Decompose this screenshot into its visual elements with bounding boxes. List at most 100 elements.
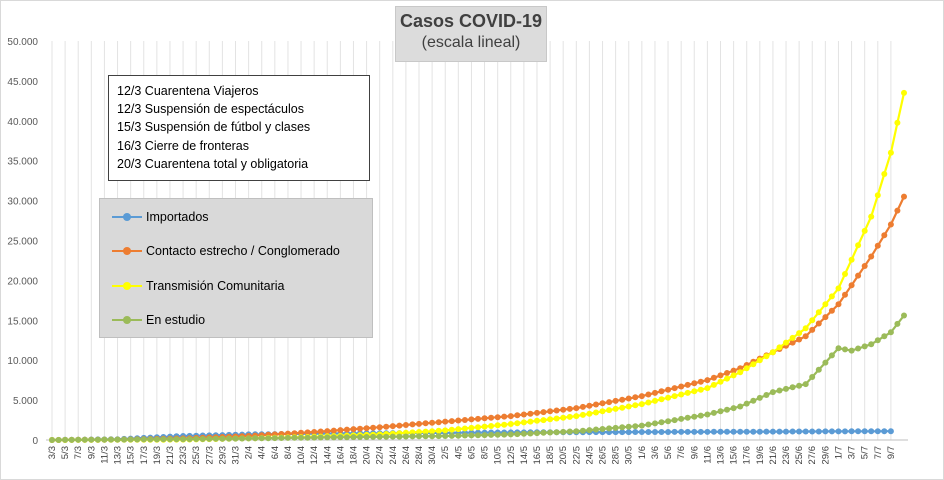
data-point bbox=[789, 428, 796, 435]
data-point bbox=[737, 428, 744, 435]
data-point bbox=[507, 413, 514, 420]
data-point bbox=[737, 369, 744, 376]
data-point bbox=[291, 434, 298, 441]
y-axis-labels: 0 5.000 10.000 15.000 20.000 25.000 30.000 35.0… bbox=[7, 37, 38, 447]
data-point bbox=[743, 428, 750, 435]
data-point bbox=[560, 406, 567, 413]
data-point bbox=[822, 301, 829, 308]
data-point bbox=[887, 428, 894, 435]
data-point bbox=[389, 423, 396, 430]
data-point bbox=[324, 434, 331, 441]
data-point bbox=[842, 346, 848, 353]
x-tick-label: 28/4 bbox=[414, 446, 425, 465]
data-point bbox=[160, 436, 167, 443]
data-point bbox=[573, 405, 580, 412]
data-point bbox=[671, 393, 678, 400]
data-point bbox=[881, 428, 888, 435]
data-point bbox=[311, 429, 318, 435]
x-tick-label: 20/5 bbox=[558, 446, 569, 465]
data-point bbox=[796, 330, 803, 337]
data-point bbox=[665, 386, 672, 393]
data-point bbox=[776, 387, 783, 394]
data-point bbox=[461, 425, 468, 432]
data-point bbox=[514, 420, 521, 427]
data-point bbox=[710, 409, 717, 416]
data-point bbox=[481, 432, 488, 439]
data-point bbox=[828, 293, 835, 300]
data-point bbox=[769, 349, 776, 356]
annotation-line: 12/3 Suspensión de espectáculos bbox=[117, 102, 304, 117]
data-point bbox=[612, 424, 619, 431]
data-point bbox=[547, 408, 554, 415]
data-point bbox=[737, 403, 744, 410]
data-point bbox=[796, 336, 803, 343]
data-point bbox=[612, 405, 619, 412]
x-tick-label: 22/4 bbox=[375, 446, 386, 465]
data-point bbox=[619, 424, 626, 431]
data-point bbox=[750, 397, 757, 404]
data-point bbox=[553, 429, 560, 436]
legend-item: En estudio bbox=[112, 310, 205, 330]
x-tick-label: 15/3 bbox=[126, 446, 137, 465]
data-point bbox=[442, 418, 449, 425]
y-tick-label: 35.000 bbox=[7, 157, 38, 168]
y-tick-label: 10.000 bbox=[7, 356, 38, 367]
data-point bbox=[632, 429, 639, 435]
legend-label: En estudio bbox=[146, 313, 206, 327]
data-point bbox=[684, 389, 691, 396]
data-point bbox=[763, 392, 770, 398]
legend-item: Contacto estrecho / Conglomerado bbox=[112, 241, 340, 261]
x-tick-label: 22/5 bbox=[571, 446, 582, 465]
data-point bbox=[638, 393, 645, 400]
data-point bbox=[828, 428, 835, 435]
x-tick-label: 26/4 bbox=[401, 446, 412, 465]
x-tick-label: 26/5 bbox=[598, 446, 609, 465]
data-point bbox=[802, 325, 809, 332]
x-tick-label: 31/3 bbox=[231, 446, 242, 465]
legend-label: Transmisión Comunitaria bbox=[146, 279, 285, 293]
x-tick-label: 11/3 bbox=[99, 446, 110, 464]
data-point bbox=[481, 423, 488, 430]
data-point bbox=[193, 436, 200, 442]
x-tick-label: 10/5 bbox=[493, 446, 504, 465]
data-point bbox=[579, 403, 586, 410]
x-tick-label: 9/6 bbox=[689, 446, 700, 459]
x-tick-label: 13/6 bbox=[715, 446, 726, 465]
data-point bbox=[783, 385, 789, 392]
data-point bbox=[802, 381, 809, 388]
annotation-line: 12/3 Cuarentena Viajeros bbox=[117, 84, 259, 98]
data-point bbox=[756, 428, 763, 435]
x-tick-label: 12/5 bbox=[506, 446, 517, 465]
legend-label: Contacto estrecho / Conglomerado bbox=[146, 244, 340, 258]
x-tick-label: 25/3 bbox=[191, 446, 202, 465]
data-point bbox=[252, 435, 259, 442]
data-point bbox=[435, 427, 442, 434]
data-point bbox=[697, 386, 704, 393]
x-tick-label: 5/3 bbox=[60, 446, 71, 459]
data-point bbox=[874, 192, 881, 199]
data-point bbox=[691, 388, 698, 395]
x-tick-label: 3/3 bbox=[47, 446, 58, 459]
data-point bbox=[81, 436, 88, 443]
data-point bbox=[55, 437, 62, 443]
data-point bbox=[842, 271, 848, 277]
data-point bbox=[94, 436, 101, 443]
data-point bbox=[776, 344, 783, 351]
data-point bbox=[835, 301, 842, 308]
data-point bbox=[343, 434, 350, 441]
data-point bbox=[665, 394, 672, 401]
data-point bbox=[468, 416, 475, 423]
data-point bbox=[475, 424, 481, 431]
data-point bbox=[389, 433, 396, 440]
data-point bbox=[658, 419, 665, 426]
data-point bbox=[868, 341, 875, 348]
data-point bbox=[697, 412, 704, 419]
legend-swatch bbox=[112, 246, 142, 256]
data-point bbox=[835, 428, 842, 435]
data-point bbox=[127, 436, 134, 443]
data-point bbox=[848, 282, 855, 289]
data-point bbox=[422, 420, 429, 427]
data-point bbox=[704, 377, 711, 384]
data-point bbox=[501, 421, 508, 428]
data-point bbox=[553, 415, 560, 422]
